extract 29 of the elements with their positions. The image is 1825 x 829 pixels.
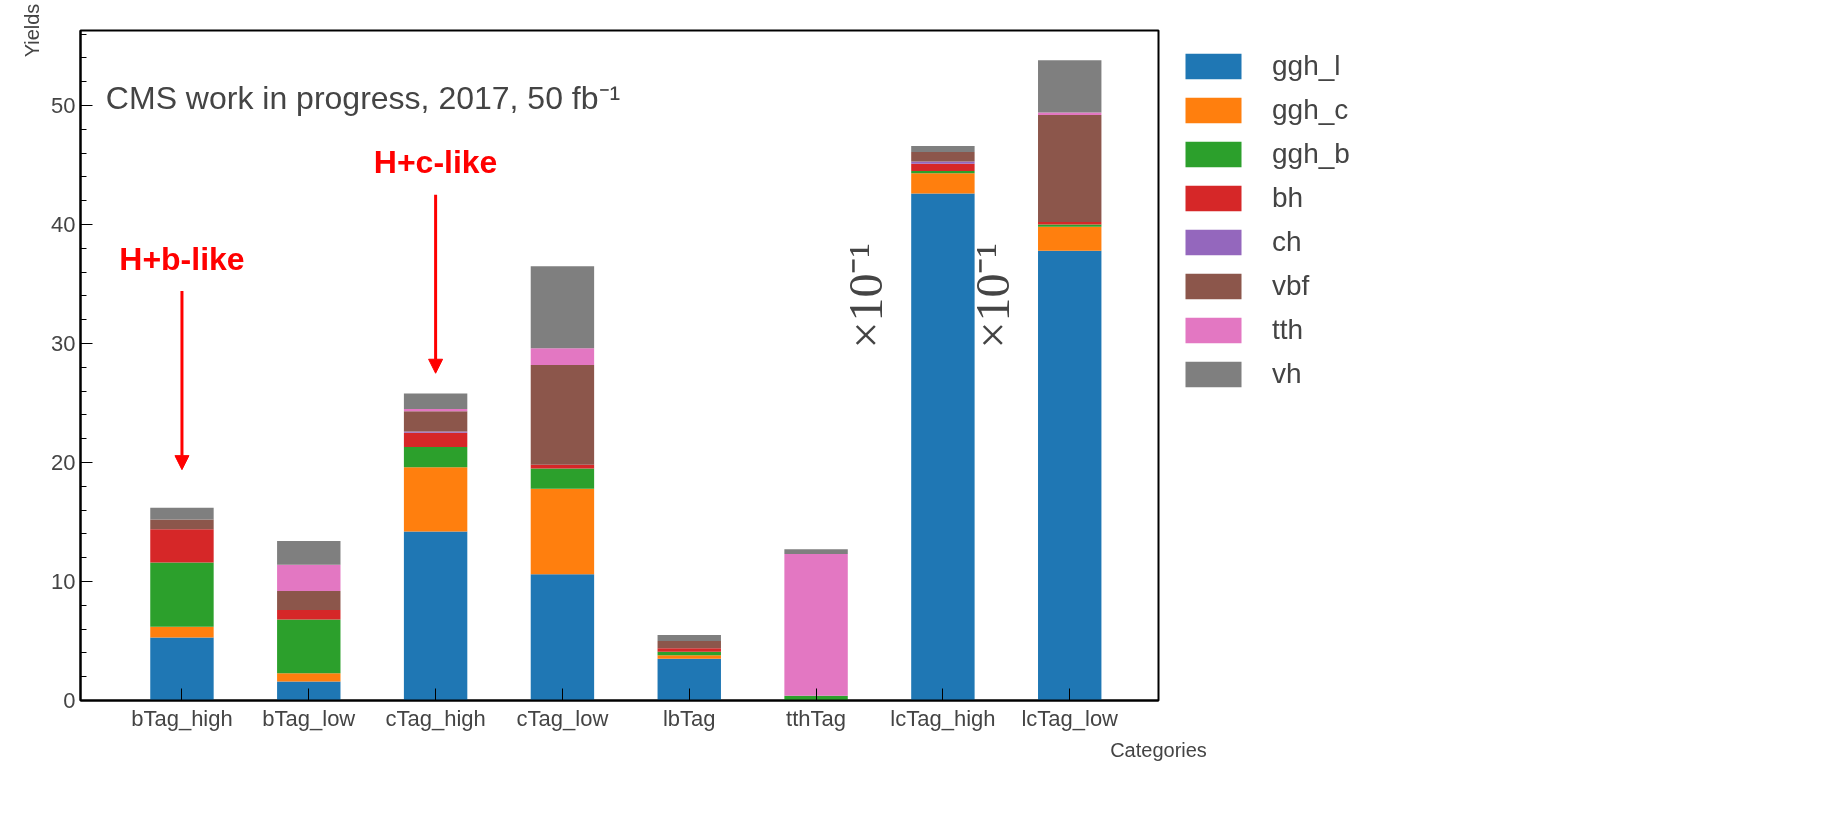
legend-label: bh xyxy=(1272,182,1304,214)
x-tick-label: lcTag_high xyxy=(890,705,996,731)
y-tick-label: 50 xyxy=(51,92,76,118)
legend-label: ggh_b xyxy=(1272,138,1350,170)
legend-label: tth xyxy=(1272,314,1304,346)
x-tick-label: lbTag xyxy=(662,705,716,731)
y-tick-label: 0 xyxy=(63,688,76,713)
legend-label: vh xyxy=(1272,358,1302,390)
y-tick-label: 10 xyxy=(51,568,76,594)
y-tick-label: 40 xyxy=(51,211,76,237)
legend-label: vbf xyxy=(1272,270,1310,302)
annotation: CMS work in progress, 2017, 50 fb⁻¹ xyxy=(105,79,621,116)
annotation: ×10⁻¹ xyxy=(839,243,893,349)
legend-label: ch xyxy=(1272,226,1302,258)
legend-label: ggh_c xyxy=(1272,94,1349,126)
x-tick-label: bTag_high xyxy=(131,705,233,731)
y-tick-label: 30 xyxy=(51,330,76,356)
y-axis-title: Yields xyxy=(21,3,44,58)
x-tick-label: cTag_high xyxy=(385,705,486,731)
annotation: ×10⁻¹ xyxy=(965,243,1019,349)
x-tick-label: bTag_low xyxy=(262,705,356,731)
x-axis-title: Categories xyxy=(1110,738,1207,761)
x-tick-label: lcTag_low xyxy=(1021,705,1119,731)
annotation: H+b-like xyxy=(119,240,245,277)
x-tick-label: cTag_low xyxy=(516,705,609,731)
legend-label: ggh_l xyxy=(1272,50,1341,82)
y-tick-label: 20 xyxy=(51,449,76,475)
annotation: H+c-like xyxy=(373,144,498,181)
x-tick-label: tthTag xyxy=(786,705,847,731)
